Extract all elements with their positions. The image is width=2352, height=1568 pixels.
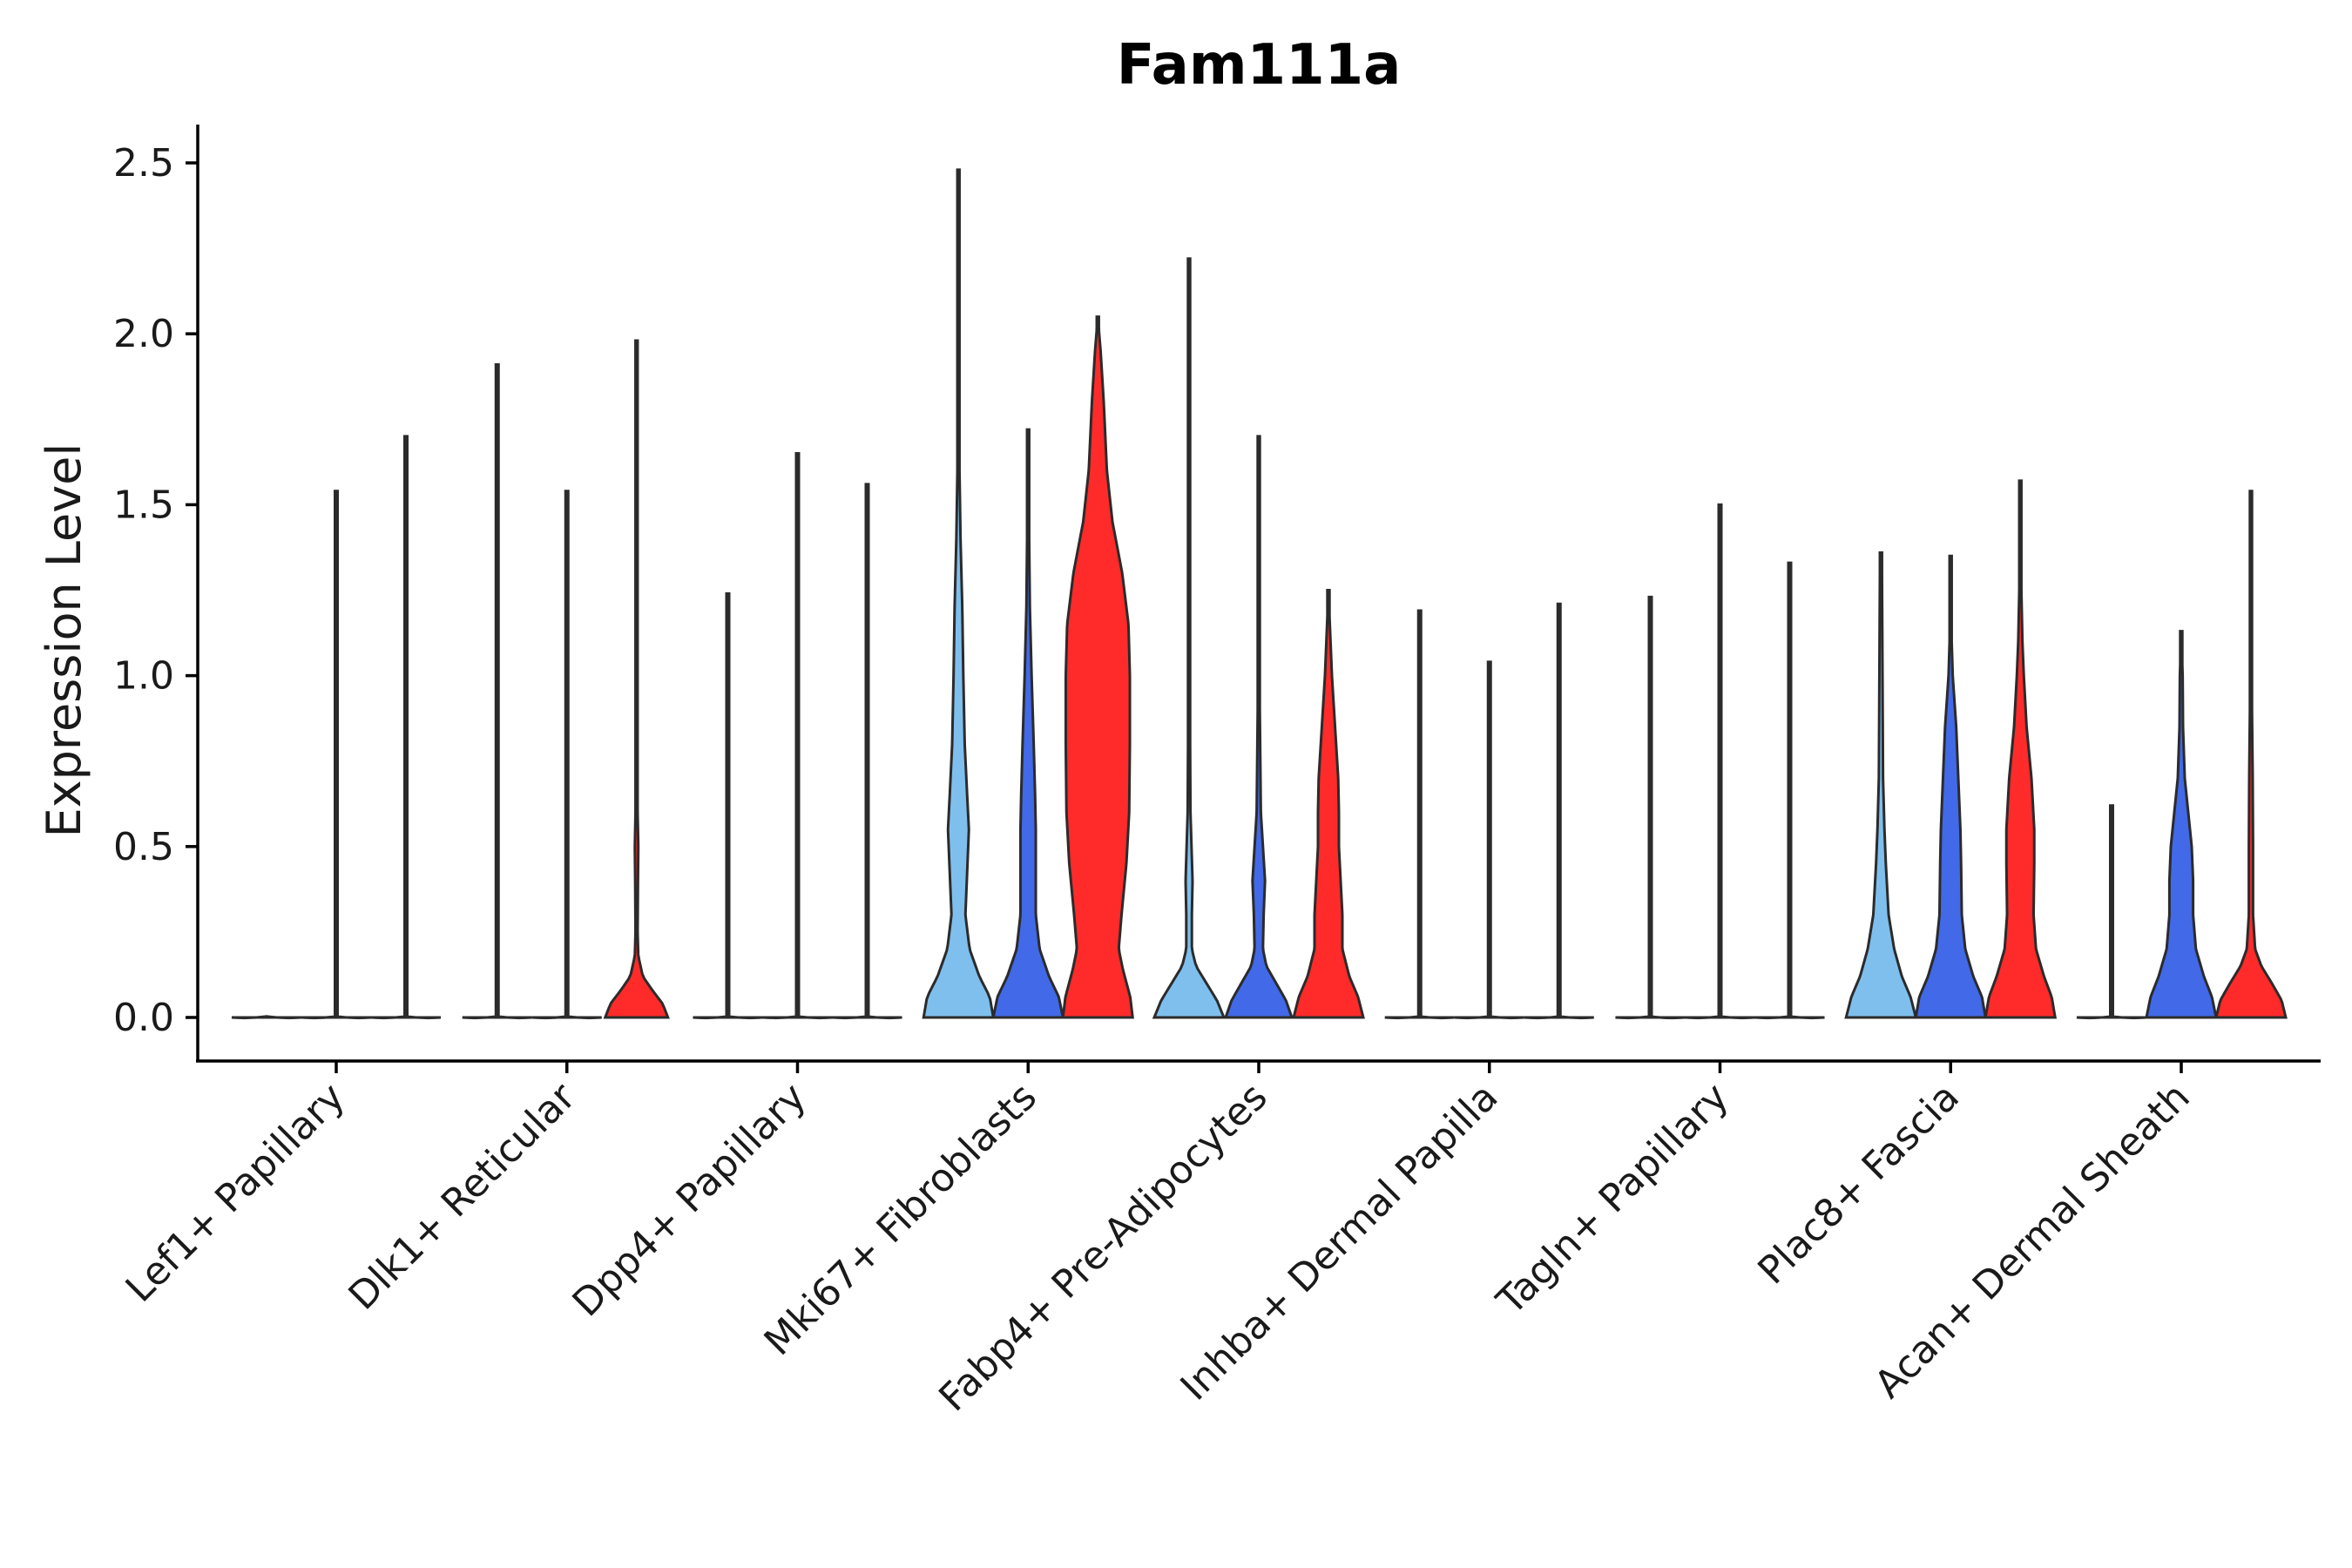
- violin-tagln-papillary-3: [1754, 561, 1825, 1020]
- x-tick-label: Tagln+ Papillary: [1488, 1075, 1737, 1324]
- violin-fabp4-pre-adipocytes-1: [1152, 257, 1227, 1019]
- violin-acan-dermal-sheath-2: [2145, 630, 2218, 1019]
- violin-dpp4-papillary-3: [832, 483, 902, 1020]
- violin-plac8-fascia-3: [1984, 479, 2058, 1019]
- violin-inhba-dermal-papilla-3: [1524, 602, 1594, 1020]
- violin-dpp4-papillary-1: [693, 591, 763, 1020]
- violins-layer: [231, 168, 2288, 1020]
- violin-mki67-fibroblasts-1: [922, 168, 996, 1019]
- y-ticks-layer: 0.0 0.5 1.0 1.5 2.0 2.5: [113, 141, 198, 1040]
- violin-dlk1-reticular-3: [603, 339, 670, 1019]
- violin-plac8-fascia-1: [1844, 551, 1918, 1019]
- y-tick-label: 2.0: [113, 312, 174, 356]
- violin-mki67-fibroblasts-3: [1061, 315, 1134, 1019]
- violin-lef1-papillary-2: [301, 490, 372, 1020]
- y-tick-label: 1.0: [113, 654, 174, 699]
- y-tick-label: 0.0: [113, 996, 174, 1040]
- violin-dpp4-papillary-2: [762, 452, 833, 1020]
- violin-dlk1-reticular-2: [531, 490, 602, 1020]
- violin-fabp4-pre-adipocytes-3: [1292, 589, 1365, 1019]
- violin-fabp4-pre-adipocytes-2: [1223, 435, 1294, 1019]
- violin-lef1-papillary-3: [370, 435, 442, 1020]
- violin-inhba-dermal-papilla-2: [1454, 660, 1524, 1020]
- y-tick-label: 1.5: [113, 483, 174, 527]
- x-tick-label: Plac8+ Fascia: [1750, 1075, 1969, 1294]
- violin-dlk1-reticular-1: [462, 363, 532, 1020]
- violin-tagln-papillary-2: [1685, 503, 1755, 1020]
- y-tick-label: 2.5: [113, 141, 174, 186]
- y-tick-label: 0.5: [113, 825, 174, 869]
- y-axis-label: Expression Level: [37, 443, 91, 838]
- x-tick-label: Dlk1+ Reticular: [341, 1074, 585, 1319]
- violin-inhba-dermal-papilla-1: [1384, 609, 1455, 1020]
- violin-acan-dermal-sheath-1: [2076, 804, 2147, 1020]
- violin-lef1-papillary-1: [231, 1015, 302, 1020]
- x-tick-label: Lef1+ Papillary: [118, 1075, 354, 1311]
- violin-acan-dermal-sheath-3: [2214, 490, 2288, 1019]
- violin-plac8-fascia-2: [1914, 554, 1988, 1019]
- x-tick-label: Dpp4+ Papillary: [564, 1075, 815, 1326]
- chart-title: Fam111a: [1117, 33, 1402, 98]
- violin-mki67-fibroblasts-2: [991, 428, 1065, 1019]
- violin-tagln-papillary-1: [1615, 595, 1686, 1020]
